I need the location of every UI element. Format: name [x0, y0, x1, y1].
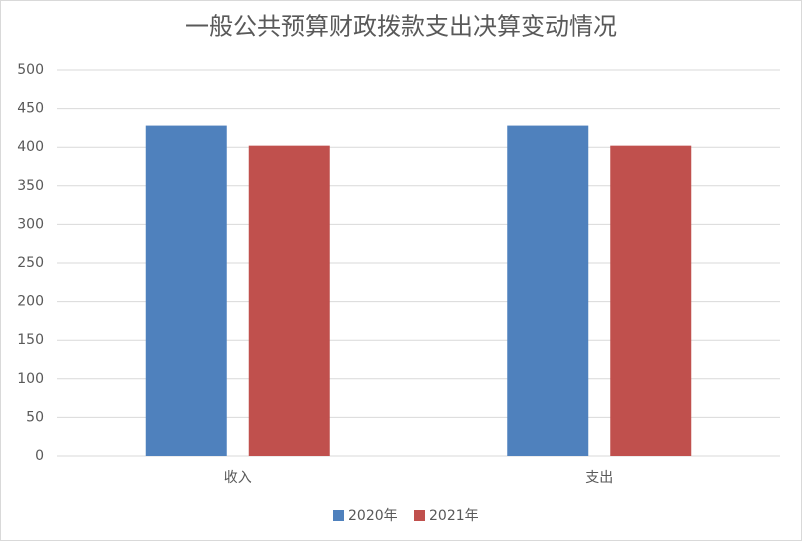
x-tick-label: 支出 — [585, 470, 613, 486]
y-tick-label: 250 — [17, 255, 44, 271]
legend-label: 2021年 — [429, 508, 479, 524]
bar — [507, 125, 589, 457]
legend-swatch — [414, 510, 425, 521]
y-tick-label: 500 — [17, 62, 44, 78]
y-tick-label: 300 — [17, 216, 44, 232]
legend-label: 2020年 — [348, 508, 398, 524]
y-tick-label: 50 — [26, 409, 44, 425]
y-tick-label: 150 — [17, 332, 44, 348]
legend-swatch — [333, 510, 344, 521]
bar — [610, 145, 692, 456]
y-tick-label: 400 — [17, 139, 44, 155]
y-tick-label: 350 — [17, 178, 44, 194]
y-tick-label: 0 — [35, 448, 44, 464]
y-tick-label: 450 — [17, 101, 44, 117]
bar — [248, 145, 330, 456]
y-tick-label: 200 — [17, 294, 44, 310]
bar — [145, 125, 227, 457]
x-tick-label: 收入 — [224, 470, 252, 486]
y-tick-label: 100 — [17, 371, 44, 387]
chart-title: 一般公共预算财政拨款支出决算变动情况 — [185, 13, 617, 41]
